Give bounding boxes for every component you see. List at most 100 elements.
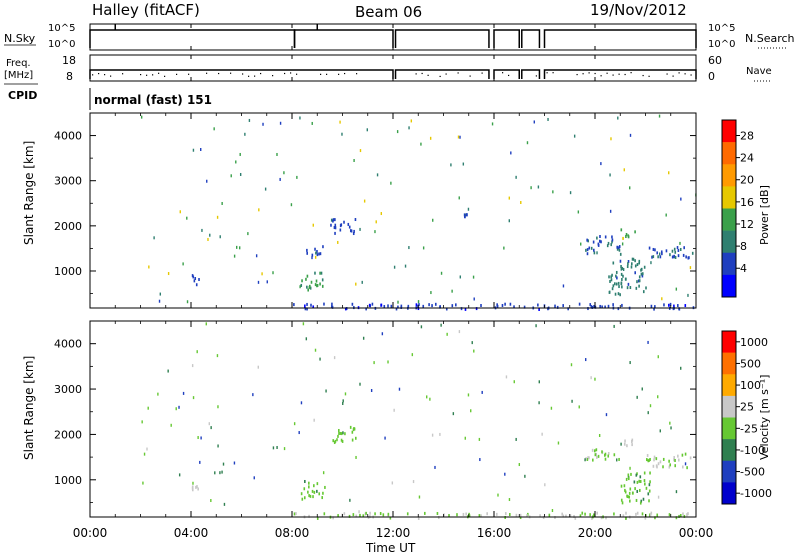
scatter-cell	[429, 397, 431, 401]
range-cell	[615, 274, 617, 278]
nsky-segment-4	[521, 29, 541, 48]
range-cell	[415, 303, 418, 307]
nave-point	[206, 72, 208, 74]
colorbar-swatch	[722, 120, 736, 143]
nave-point	[642, 74, 644, 77]
colorbar-tick-label: -100	[740, 444, 765, 457]
scatter-cell	[290, 203, 293, 207]
range-cell	[382, 513, 385, 517]
range-cell	[643, 471, 646, 475]
range-cell	[513, 305, 515, 309]
range-cell	[611, 240, 613, 244]
scatter-cell	[439, 432, 441, 436]
range-cell	[306, 248, 308, 252]
range-cell	[674, 250, 677, 254]
range-cell	[306, 274, 309, 278]
range-cell	[626, 444, 628, 448]
scatter-cell	[668, 171, 670, 175]
range-cell	[323, 302, 325, 306]
scatter-cell	[450, 163, 452, 167]
range-cell	[322, 245, 324, 249]
range-cell	[630, 472, 632, 476]
scatter-cell	[186, 300, 189, 304]
range-cell	[604, 305, 606, 309]
range-cell	[635, 512, 637, 516]
range-cell	[617, 281, 620, 285]
range-cell	[618, 245, 621, 249]
scatter-cell	[393, 265, 396, 269]
range-cell	[638, 279, 641, 283]
range-cell	[585, 457, 587, 461]
range-cell	[591, 448, 594, 452]
range-cell	[556, 305, 559, 309]
range-cell	[308, 481, 310, 485]
scatter-cell	[236, 245, 238, 249]
scatter-cell	[451, 289, 453, 293]
range-cell	[647, 459, 650, 463]
scatter-cell	[142, 481, 144, 485]
range-cell	[586, 238, 588, 242]
y-tick-label: 1000	[54, 474, 82, 487]
range-cell	[593, 251, 596, 255]
range-cell	[588, 456, 590, 460]
range-cell	[538, 307, 540, 311]
range-cell	[295, 512, 297, 516]
range-cell	[652, 255, 655, 259]
colorbar-tick-label: 24	[740, 152, 754, 165]
range-cell	[304, 479, 306, 483]
range-cell	[569, 514, 572, 518]
range-cell	[662, 457, 665, 461]
range-cell	[456, 513, 458, 517]
scatter-cell	[504, 472, 506, 476]
scatter-cell	[361, 280, 363, 284]
scatter-cell	[196, 350, 198, 354]
scatter-cell	[440, 323, 442, 327]
nave-point	[188, 73, 190, 75]
range-cell	[600, 240, 602, 244]
scatter-cell	[158, 299, 161, 303]
scatter-cell	[440, 271, 443, 275]
scatter-cell	[538, 401, 540, 405]
range-cell	[496, 303, 498, 307]
nave-point	[546, 72, 548, 74]
y-tick-label: 1000	[54, 265, 82, 278]
scatter-cell	[239, 152, 241, 156]
scatter-cell	[657, 355, 659, 359]
range-cell	[673, 254, 675, 258]
nave-point	[457, 72, 459, 74]
nave-point	[624, 73, 626, 76]
range-cell	[682, 253, 685, 257]
range-cell	[300, 283, 303, 287]
colorbar-swatch	[722, 352, 736, 375]
range-cell	[621, 285, 623, 289]
range-cell	[321, 278, 324, 282]
range-cell	[662, 465, 664, 469]
nave-point	[110, 75, 112, 77]
y-tick-label: 4000	[54, 130, 82, 143]
scatter-cell	[223, 502, 226, 506]
range-cell	[407, 304, 410, 308]
range-cell	[639, 501, 642, 505]
range-cell	[677, 454, 679, 458]
range-cell	[635, 473, 638, 477]
scatter-cell	[311, 121, 313, 125]
range-cell	[607, 241, 610, 245]
scatter-cell	[283, 171, 285, 175]
range-cell	[619, 293, 621, 297]
range-cell	[656, 513, 659, 517]
scatter-cell	[473, 297, 475, 301]
scatter-cell	[140, 115, 143, 119]
scatter-cell	[353, 158, 355, 162]
range-cell	[304, 307, 307, 311]
range-cell	[306, 285, 308, 289]
scatter-cell	[570, 363, 573, 367]
velocity-colorbar-label: Velocity [m s⁻¹]	[758, 375, 771, 460]
scatter-cell	[622, 267, 625, 271]
range-cell	[332, 516, 334, 520]
scatter-cell	[342, 402, 344, 406]
range-cell	[496, 304, 499, 308]
range-cell	[574, 516, 577, 520]
nave-point	[439, 75, 441, 78]
scatter-cell	[221, 201, 223, 205]
range-cell	[613, 282, 616, 286]
